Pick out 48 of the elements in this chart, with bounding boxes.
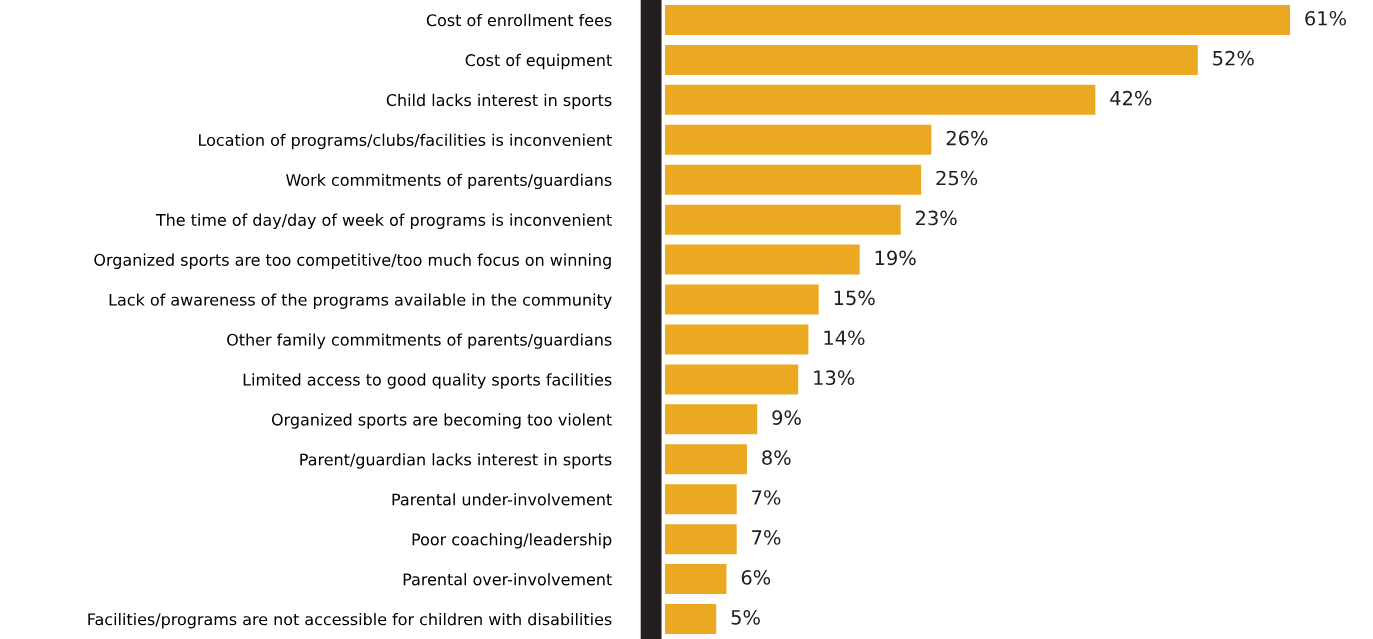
bar xyxy=(665,484,737,515)
bar xyxy=(665,284,819,315)
data-label: 8% xyxy=(762,450,791,465)
y-tick-label: Lack of awareness of the programs available in the community xyxy=(109,293,612,309)
data-label: 5% xyxy=(731,609,760,625)
y-tick-label: Organized sports are too competitive/too much focus on winning xyxy=(94,253,611,269)
data-label: 7% xyxy=(752,490,781,505)
y-tick-label: Work commitments of parents/guardians xyxy=(286,173,612,190)
y-tick-label: Parental under-involvement xyxy=(392,493,612,506)
data-label: 13% xyxy=(814,370,855,386)
y-tick-label: Other family commitments of parents/guardians xyxy=(227,333,612,349)
y-tick-label: Cost of equipment xyxy=(465,53,612,70)
data-label: 42% xyxy=(1110,90,1152,106)
y-tick-label: Limited access to good quality sports facilities xyxy=(243,373,612,389)
bar xyxy=(665,524,737,555)
data-label: 9% xyxy=(772,410,801,425)
y-tick-label: Parental over-involvement xyxy=(403,573,612,586)
bar xyxy=(665,44,1198,75)
data-label: 15% xyxy=(834,290,875,306)
y-tick-label: Poor coaching/leadership xyxy=(412,533,612,549)
data-label: 23% xyxy=(915,210,957,226)
y-tick-label: The time of day/day of week of programs is inconvenient xyxy=(155,213,612,230)
bar xyxy=(665,244,860,275)
data-label: 7% xyxy=(752,530,781,545)
bar xyxy=(665,84,1096,115)
y-tick-label: Organized sports are becoming too violent xyxy=(271,413,612,429)
y-tick-label: Cost of enrollment fees xyxy=(426,13,612,27)
bar xyxy=(665,604,717,635)
data-label: 19% xyxy=(875,250,916,266)
data-label: 6% xyxy=(741,570,771,585)
bar xyxy=(665,164,922,195)
y-tick-label: Parent/guardian lacks interest in sports xyxy=(300,453,612,469)
bar xyxy=(665,564,727,595)
data-label: 26% xyxy=(946,130,988,146)
bar xyxy=(665,4,1290,35)
bar xyxy=(665,324,809,355)
data-label: 52% xyxy=(1213,50,1254,66)
y-tick-label: Location of programs/clubs/facilities is inconvenient xyxy=(199,133,612,150)
y-tick-label: Facilities/programs are not accessible for children with disabilities xyxy=(88,612,612,629)
data-label: 14% xyxy=(824,330,865,346)
bar xyxy=(665,404,758,435)
bar xyxy=(665,444,747,475)
data-label: 25% xyxy=(936,170,978,186)
bar xyxy=(665,204,901,235)
data-label: 61% xyxy=(1305,10,1347,26)
bar xyxy=(665,124,932,155)
bar xyxy=(665,364,799,395)
y-tick-label: Child lacks interest in sports xyxy=(386,93,612,110)
